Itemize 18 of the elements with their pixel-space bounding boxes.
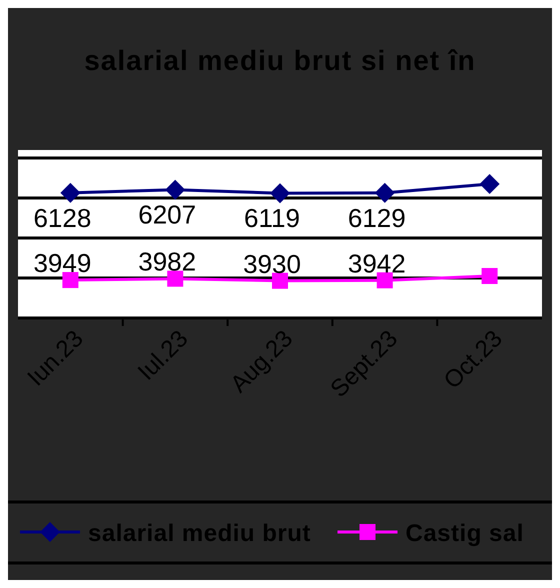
point <box>270 183 290 204</box>
point <box>374 182 395 203</box>
data-label: 6119 <box>244 203 300 234</box>
point <box>376 272 393 288</box>
data-label: 3949 <box>33 248 92 278</box>
point <box>482 268 498 284</box>
point <box>272 272 288 289</box>
data-label: 6129 <box>348 202 406 233</box>
point <box>62 272 78 288</box>
point <box>165 180 186 200</box>
data-label: 3930 <box>243 248 301 279</box>
data-label: 3942 <box>348 248 406 278</box>
data-label: 6207 <box>138 200 196 230</box>
data-label: 6128 <box>33 202 92 233</box>
data-label: 3982 <box>138 246 196 277</box>
point <box>480 174 500 194</box>
point <box>167 270 184 287</box>
point <box>60 182 80 203</box>
